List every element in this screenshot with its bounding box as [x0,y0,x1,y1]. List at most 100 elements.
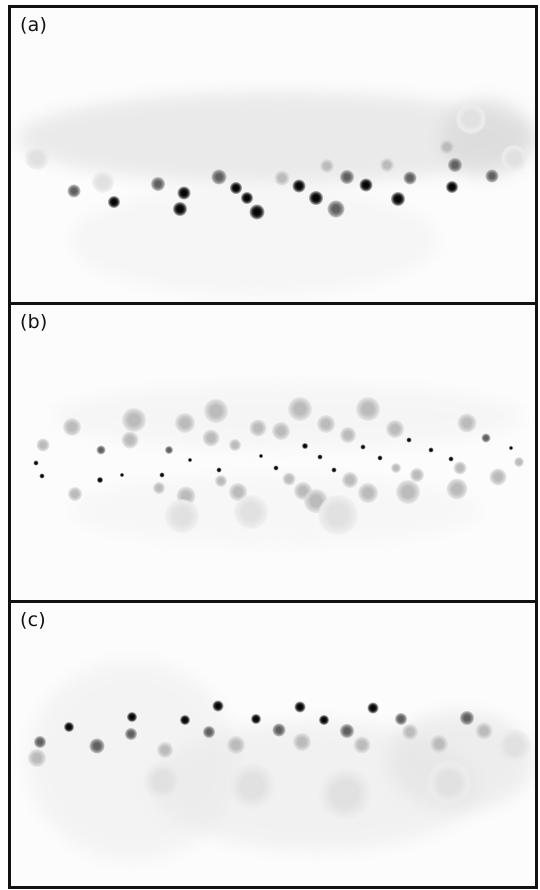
panel-b-spot [356,397,380,421]
panel-b-spot [377,455,383,461]
panel-c-spot [272,723,286,737]
panel-c-spot [34,736,46,748]
panel-b-spot [318,495,358,535]
panel-a-spot [249,204,265,220]
panel-c-spot [367,702,379,714]
panel-b-spot [446,478,468,500]
panel-c-spot [395,713,407,725]
panel-b-spot [302,443,308,449]
panel-c-spot [127,712,137,722]
panel-a-spot [211,169,227,185]
panel-c-spot [460,711,474,725]
panel-a-spot [391,192,405,206]
panel-b-spot [509,446,513,450]
panel-c-spot [340,724,354,738]
panel-b-label: (b) [20,311,48,333]
panel-c-spot [427,761,471,805]
panel-b-spot [448,456,454,462]
panel-divider [11,600,535,603]
panel-b-spot [406,437,412,443]
panel-b-spot [122,408,146,432]
panel-a-spot [380,158,394,172]
panel-b-spot [259,454,263,458]
panel-b-spot [273,465,279,471]
panel-b-spot [282,472,296,486]
panel-b-spot [481,433,491,443]
panel-c-spot [430,735,448,753]
panel-b-spot [317,454,323,460]
panel-c-spot [475,722,493,740]
panel-b-spot [317,415,335,433]
panel-a-spot [92,171,114,193]
panel-b-spot [120,473,124,477]
panel-b-spot [68,487,82,501]
panel-c-center-diffuse-background [151,721,481,851]
panel-b-spot [288,397,312,421]
panel-a-lower-diffuse-background [69,186,439,296]
panel-b-spot [340,427,356,443]
panel-a-spot [241,192,253,204]
panel-b-spot [342,472,358,488]
panel-b-spot [215,475,227,487]
panel-a-spot [439,139,455,155]
panel-b-spot [159,472,165,478]
panel-a-spot [292,179,306,193]
panel-b-spot [63,418,81,436]
panel-a-spot [274,170,290,186]
panel-divider [11,302,535,305]
panel-c-spot [294,701,306,713]
panel-a-spot [309,191,323,205]
panel-b-spot [188,458,192,462]
panel-b-spot [97,477,103,483]
panel-b-spot [360,444,366,450]
panel-c-spot [319,768,371,820]
three-panel-figure: (a) (b) [8,5,538,889]
panel-b-spot [96,445,106,455]
panel-b-spot [121,431,139,449]
panel-a-spot [501,145,527,171]
panel-b-spot [396,480,420,504]
panel-b-spot [36,438,50,452]
panel-c-spot [497,729,531,763]
panel-b-spot [358,483,378,503]
panel-b-lower-halo [71,475,481,545]
panel-b-spot [428,447,434,453]
panel-c-spot [293,733,311,751]
panel-b-spot [272,422,290,440]
panel-b-spot [229,439,241,451]
panel-a-spot [403,171,417,185]
panel-c-spot [157,742,173,758]
panel-c-spot [203,726,215,738]
panel-c-left-shadow [27,661,237,861]
panel-b-spot [175,413,195,433]
panel-c-spot [89,738,105,754]
panel-c-spot [251,714,261,724]
panel-c-spot [144,762,182,800]
panel-c-spot [64,722,74,732]
panel-c-spot [212,700,224,712]
panel-a-spot [359,178,373,192]
panel-b-spot [489,468,507,486]
panel-c-spot [353,736,371,754]
panel-b-spot [386,420,404,438]
panel-a-spot [173,202,187,216]
panel-c-spot [180,715,190,725]
panel-b-spot [249,419,267,437]
panel-a-spot [320,159,334,173]
panel-b-spot [514,457,524,467]
panel-a: (a) [11,8,535,302]
panel-c-spot [229,763,275,809]
panel-c-spot [402,724,418,740]
panel-c-spot [319,715,329,725]
panel-a-spot [67,184,81,198]
panel-c-spot [28,749,46,767]
panel-b-spot [453,461,467,475]
panel-a-label: (a) [20,14,48,36]
panel-a-spot [340,170,354,184]
panel-b-spot [234,495,268,529]
panel-b-spot [457,413,477,433]
panel-b: (b) [11,305,535,600]
panel-b-spot [202,429,220,447]
panel-b-spot [204,399,228,423]
panel-c-spot [125,728,137,740]
